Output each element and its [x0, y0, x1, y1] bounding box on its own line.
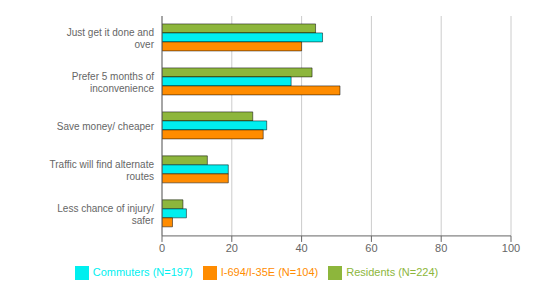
svg-text:Traffic will find alternaterou: Traffic will find alternateroutes	[50, 158, 155, 181]
svg-text:20: 20	[226, 242, 238, 254]
html-text:Residents (N=224): Residents (N=224)	[346, 265, 439, 278]
svg-text:0: 0	[159, 242, 165, 254]
svg-text:80: 80	[435, 242, 447, 254]
svg-text:Just get it done andover: Just get it done andover	[67, 26, 155, 49]
svg-text:Save money/ cheaper: Save money/ cheaper	[57, 120, 155, 131]
svg-text:Less chance of injury/safer: Less chance of injury/safer	[57, 202, 154, 225]
svg-text:60: 60	[365, 242, 377, 254]
html-text:Commuters (N=197): Commuters (N=197)	[92, 265, 193, 278]
html-text:I-694/I-35E (N=104): I-694/I-35E (N=104)	[220, 265, 319, 278]
svg-text:Prefer 5 months ofinconvenienc: Prefer 5 months ofinconvenience	[72, 70, 155, 93]
svg-text:40: 40	[295, 242, 307, 254]
svg-text:100: 100	[502, 242, 520, 254]
